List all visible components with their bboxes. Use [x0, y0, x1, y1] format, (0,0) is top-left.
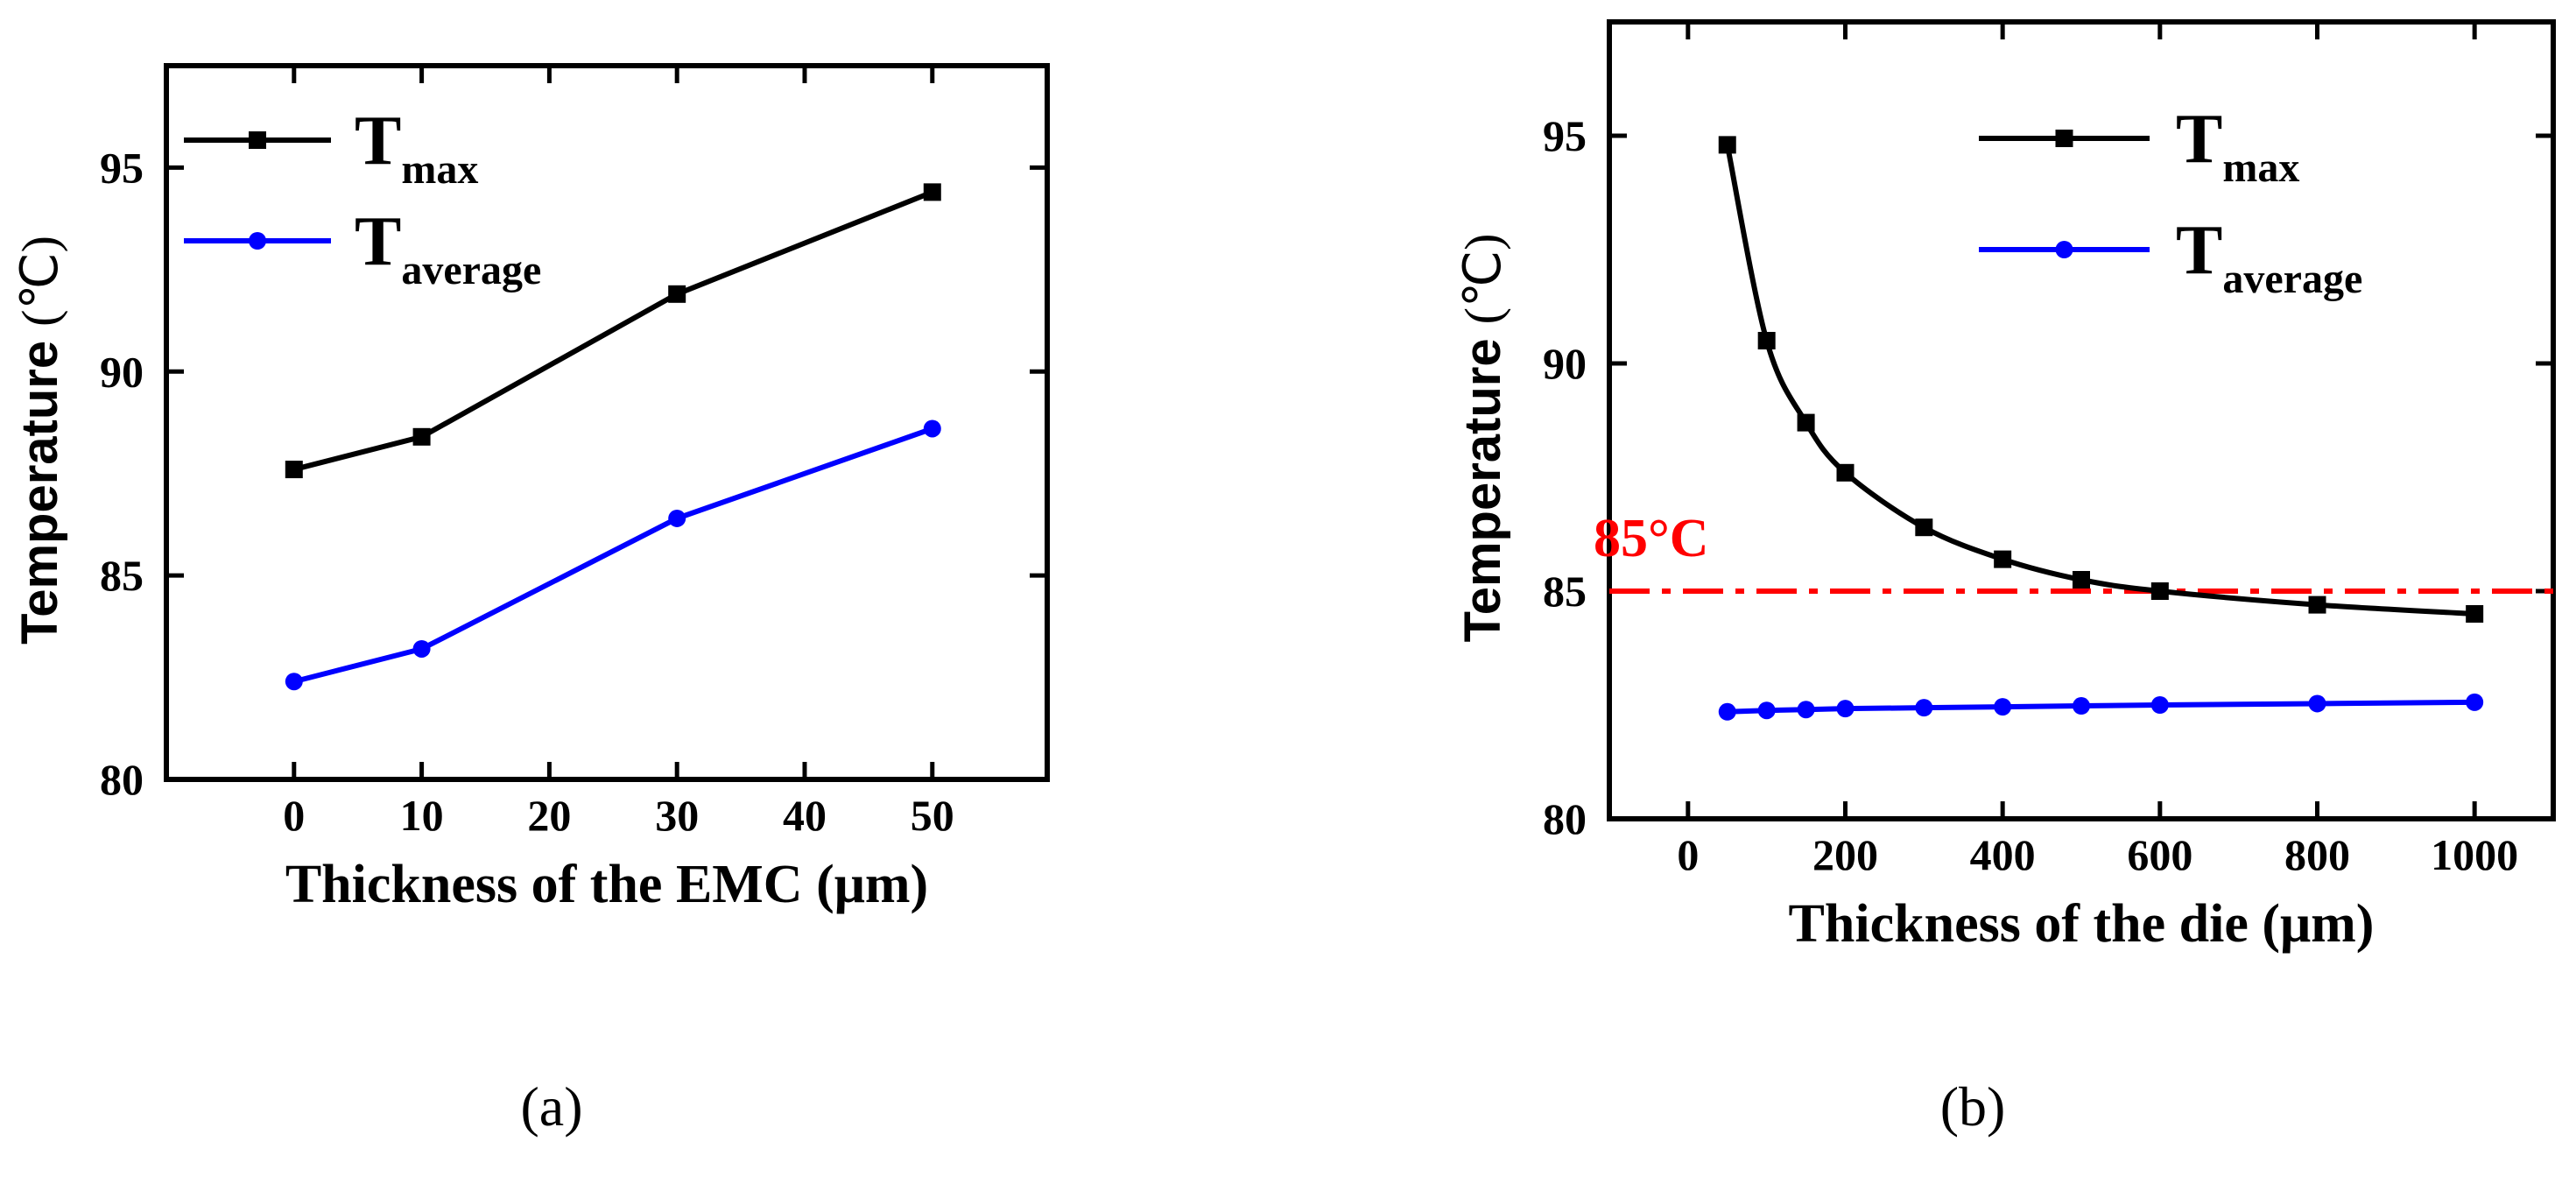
y-axis-label-unit: (℃) — [11, 236, 68, 327]
data-point-square — [285, 461, 303, 479]
data-point-circle — [2073, 697, 2090, 715]
data-point-circle — [2150, 696, 2169, 714]
series-taverage — [1718, 693, 2484, 721]
legend-entry-taverage: Taverage — [184, 203, 541, 293]
y-axis-label: Temperature (℃) — [11, 236, 68, 645]
series-taverage — [285, 419, 941, 691]
legend-label: Taverage — [355, 203, 541, 293]
data-point-circle — [923, 419, 941, 438]
data-point-square — [2150, 582, 2169, 600]
y-axis-label-text: Temperature — [11, 341, 68, 645]
legend-marker-square — [249, 131, 266, 149]
legend-label-sub: max — [401, 146, 478, 193]
data-point-square — [923, 183, 941, 201]
legend-label-sub: max — [2222, 144, 2299, 191]
legend-entry-tmax: Tmax — [1979, 101, 2299, 191]
data-point-square — [412, 427, 431, 446]
y-tick-label: 95 — [100, 143, 144, 192]
series-line — [293, 189, 933, 472]
data-point-square — [1836, 463, 1855, 482]
chart-panel-a: 0 10 20 30 40 50 80 85 90 95 Thickness of the EMC … — [11, 63, 1050, 1138]
data-point-circle — [668, 509, 686, 527]
y-tick-label: 90 — [100, 347, 144, 396]
data-point-circle — [1915, 699, 1933, 717]
x-tick-label: 50 — [911, 791, 954, 840]
data-point-circle — [412, 639, 431, 658]
x-tick-label: 400 — [1970, 830, 2036, 879]
y-tick-label: 85 — [100, 551, 144, 600]
series-line — [1724, 144, 2475, 617]
data-point-circle — [1836, 700, 1855, 718]
panel-label: (a) — [520, 1075, 582, 1138]
legend-label-sub: average — [2222, 256, 2362, 302]
series-line — [1727, 699, 2475, 715]
data-point-square — [2308, 596, 2326, 614]
legend-label-main: T — [2176, 212, 2222, 289]
data-point-square — [1718, 136, 1736, 154]
series-tmax — [1718, 136, 2484, 623]
series-line — [293, 426, 933, 685]
x-axis-label: Thickness of the die (μm) — [1789, 894, 2375, 954]
x-axis-label: Thickness of the EMC (μm) — [285, 855, 928, 914]
legend-marker-circle — [249, 232, 266, 250]
legend-label-sub: average — [401, 247, 541, 293]
legend-label-main: T — [2176, 101, 2222, 178]
data-point-circle — [1718, 702, 1736, 721]
data-point-circle — [1797, 701, 1815, 719]
data-point-square — [1757, 332, 1776, 349]
x-tick-label: 20 — [527, 791, 571, 840]
data-point-square — [1797, 413, 1815, 432]
legend-label-main: T — [355, 102, 401, 180]
legend-label-main: T — [355, 203, 401, 280]
y-tick-label: 80 — [1543, 794, 1587, 843]
y-tick-label: 95 — [1543, 111, 1587, 160]
y-tick-label: 80 — [100, 755, 144, 804]
data-point-circle — [285, 673, 303, 691]
x-tick-label: 0 — [1677, 830, 1699, 879]
y-axis-label-text: Temperature — [1454, 338, 1511, 642]
legend-marker-square — [2055, 130, 2073, 147]
threshold-label: 85°C — [1594, 509, 1709, 568]
y-axis-label: Temperature (℃) — [1454, 234, 1511, 643]
x-tick-label: 200 — [1812, 830, 1878, 879]
x-tick-label: 800 — [2284, 830, 2350, 879]
data-point-circle — [2308, 694, 2326, 713]
data-point-circle — [1757, 701, 1776, 720]
x-tick-label: 10 — [400, 791, 444, 840]
legend-marker-circle — [2055, 241, 2073, 258]
y-tick-label: 90 — [1543, 339, 1587, 388]
legend-label: Tmax — [355, 102, 478, 193]
x-tick-label: 600 — [2127, 830, 2192, 879]
data-point-square — [2466, 605, 2484, 623]
x-tick-label: 1000 — [2431, 830, 2518, 879]
data-point-square — [2073, 571, 2090, 588]
panel-label: (b) — [1940, 1075, 2006, 1138]
x-tick-label: 0 — [283, 791, 305, 840]
legend-entry-taverage: Taverage — [1979, 212, 2362, 302]
legend-label: Taverage — [2176, 212, 2362, 302]
data-point-square — [1994, 550, 2012, 568]
data-point-circle — [1994, 698, 2012, 716]
data-point-square — [668, 285, 686, 303]
chart-panel-b: 0 200 400 600 800 1000 80 85 90 95 Thickness of th… — [1454, 19, 2556, 1138]
legend-label: Tmax — [2176, 101, 2299, 191]
x-tick-label: 40 — [783, 791, 827, 840]
x-tick-label: 30 — [655, 791, 699, 840]
plot-frame — [164, 63, 1050, 782]
data-point-circle — [2466, 693, 2484, 711]
series-tmax — [285, 183, 941, 479]
y-tick-label: 85 — [1543, 567, 1587, 616]
y-axis-label-unit: (℃) — [1454, 234, 1511, 325]
legend-entry-tmax: Tmax — [184, 102, 478, 193]
data-point-square — [1915, 518, 1933, 537]
plot-frame — [1607, 19, 2556, 821]
